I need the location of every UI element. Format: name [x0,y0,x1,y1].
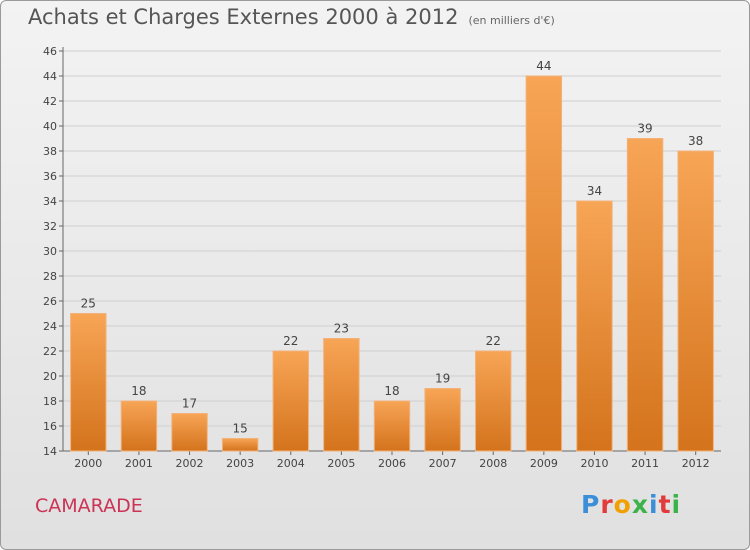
bar-2000 [70,313,107,452]
x-tick-label: 2010 [580,457,608,470]
data-label: 39 [637,122,652,136]
data-label: 17 [182,397,197,411]
bar-2005 [323,338,360,452]
y-tick-label: 28 [43,270,57,283]
data-label: 25 [81,297,96,311]
logo-letter: t [658,490,672,519]
x-tick-label: 2008 [479,457,507,470]
x-tick-label: 2005 [327,457,355,470]
bar-2001 [120,400,158,452]
y-tick-label: 18 [43,395,57,408]
x-tick-label: 2002 [176,457,204,470]
x-tick-label: 2006 [378,457,406,470]
data-label: 19 [435,372,450,386]
chart-unit: (en milliers d'€) [468,14,555,27]
proxiti-logo[interactable]: Proxiti [581,490,681,519]
y-tick-label: 38 [43,145,57,158]
y-tick-label: 22 [43,345,57,358]
y-tick-label: 32 [43,220,57,233]
data-label: 18 [384,384,399,398]
bar-2007 [424,388,461,452]
x-tick-label: 2007 [429,457,457,470]
logo-letter: i [649,490,659,519]
bar-2002 [171,413,208,452]
data-label: 22 [283,334,298,348]
x-tick-label: 2001 [125,457,153,470]
x-tick-label: 2012 [682,457,710,470]
y-tick-label: 34 [43,195,57,208]
bar-2008 [475,350,512,452]
bar-2012 [677,150,714,452]
logo-letter: o [613,490,632,519]
bar-2004 [272,350,309,452]
data-label: 22 [486,334,501,348]
data-label: 34 [587,184,602,198]
y-tick-label: 30 [43,245,57,258]
logo-letter: i [671,490,682,519]
logo-letter: P [581,490,601,519]
bar-2009 [525,75,563,452]
chart-title-text: Achats et Charges Externes 2000 à 2012 [28,5,459,29]
y-tick-label: 24 [43,320,57,333]
logo-letter: r [600,490,614,519]
bar-2010 [576,200,613,452]
data-label: 44 [536,59,551,73]
y-tick-label: 14 [43,445,57,458]
y-tick-label: 36 [43,170,57,183]
x-tick-label: 2000 [74,457,102,470]
data-label: 15 [233,422,248,436]
y-tick-label: 44 [43,70,57,83]
y-tick-label: 26 [43,295,57,308]
data-label: 23 [334,322,349,336]
x-tick-label: 2011 [631,457,659,470]
y-tick-label: 16 [43,420,57,433]
bar-2003 [221,438,259,452]
commune-name: CAMARADE [35,495,143,517]
bar-2011 [626,138,664,452]
bar-2006 [373,400,411,452]
y-tick-label: 42 [43,95,57,108]
x-tick-label: 2004 [277,457,305,470]
x-tick-label: 2003 [226,457,254,470]
y-tick-label: 40 [43,120,57,133]
data-label: 38 [688,134,703,148]
x-tick-label: 2009 [530,457,558,470]
y-tick-label: 46 [43,45,57,58]
chart-title: Achats et Charges Externes 2000 à 2012 (e… [28,5,555,29]
data-label: 18 [131,384,146,398]
logo-letter: x [631,490,649,519]
y-tick-label: 20 [43,370,57,383]
